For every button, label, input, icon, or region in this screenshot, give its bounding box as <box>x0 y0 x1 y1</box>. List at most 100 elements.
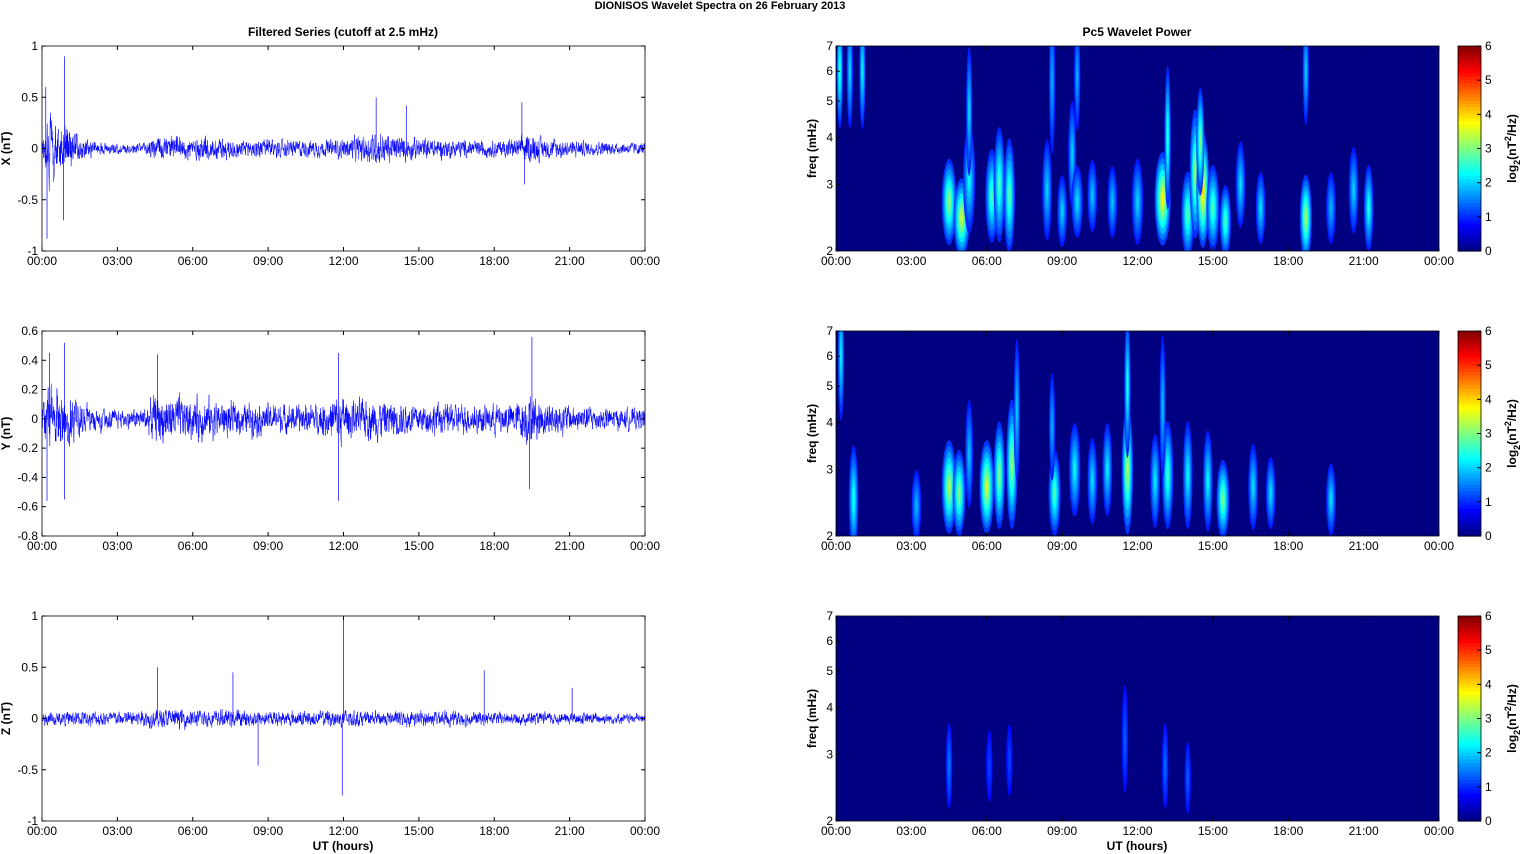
hm-xtick-label: 00:00 <box>1424 254 1454 268</box>
power-blob <box>1330 203 1332 213</box>
colorbar-swatch <box>1458 663 1481 668</box>
colorbar-tick-label: 2 <box>1485 461 1492 475</box>
colorbar-swatch <box>1458 454 1481 459</box>
colorbar-swatch <box>1458 769 1481 774</box>
colorbar-swatch <box>1458 715 1481 720</box>
power-blob <box>1126 461 1129 478</box>
ytick-label: 3 <box>826 748 833 762</box>
colorbar-tick-label: 1 <box>1485 495 1492 509</box>
ytick-label: 4 <box>826 131 833 145</box>
colorbar-swatch <box>1458 780 1481 785</box>
power-blob <box>1352 184 1355 196</box>
ytick-label: 0.2 <box>21 383 38 397</box>
power-blob <box>998 468 1001 482</box>
colorbar-swatch <box>1458 800 1481 805</box>
colorbar-swatch <box>1458 206 1481 211</box>
colorbar-tick-label: 2 <box>1485 176 1492 190</box>
ts-xtick-label: 03:00 <box>102 539 132 553</box>
colorbar-swatch <box>1458 653 1481 658</box>
colorbar-swatch <box>1458 657 1481 662</box>
power-blob <box>968 447 970 461</box>
colorbar-swatch <box>1458 175 1481 180</box>
colorbar-swatch <box>1458 776 1481 781</box>
ytick-label: -0.4 <box>17 470 38 484</box>
hm-xtick-label: 12:00 <box>1122 254 1152 268</box>
power-blob <box>1162 397 1164 416</box>
ts-xtick-label: 12:00 <box>328 254 358 268</box>
colorbar-swatch <box>1458 691 1481 696</box>
colorbar-swatch <box>1458 382 1481 387</box>
colorbar-swatch <box>1458 718 1481 723</box>
ytick-label: 0.5 <box>21 660 38 674</box>
colorbar-swatch <box>1458 667 1481 672</box>
colorbar-swatch <box>1458 464 1481 469</box>
power-blob <box>1076 197 1078 207</box>
colorbar-tick-label: 4 <box>1485 107 1492 121</box>
ytick-label: 7 <box>826 39 833 53</box>
colorbar-swatch <box>1458 783 1481 788</box>
ts-xtick-label: 12:00 <box>328 539 358 553</box>
power-blob <box>1187 773 1189 783</box>
hm-xtick-label: 18:00 <box>1273 539 1303 553</box>
left-xlabel: UT (hours) <box>313 839 374 853</box>
ts-xtick-label: 00:00 <box>27 539 57 553</box>
colorbar-swatch <box>1458 375 1481 380</box>
colorbar-swatch <box>1458 365 1481 370</box>
left-column-title: Filtered Series (cutoff at 2.5 mHz) <box>248 25 438 39</box>
colorbar-swatch <box>1458 512 1481 517</box>
colorbar-swatch <box>1458 619 1481 624</box>
power-blob <box>948 481 950 493</box>
colorbar-swatch <box>1458 616 1481 621</box>
colorbar-swatch <box>1458 474 1481 479</box>
colorbar-swatch <box>1458 684 1481 689</box>
colorbar-swatch <box>1458 158 1481 163</box>
colorbar-swatch <box>1458 216 1481 221</box>
hm-xtick-label: 03:00 <box>896 824 926 838</box>
colorbar-swatch <box>1458 406 1481 411</box>
colorbar-swatch <box>1458 378 1481 383</box>
colorbar-swatch <box>1458 344 1481 349</box>
colorbar-swatch <box>1458 532 1481 537</box>
colorbar-swatch <box>1458 704 1481 709</box>
hm-xtick-label: 12:00 <box>1122 539 1152 553</box>
hm-xtick-label: 18:00 <box>1273 824 1303 838</box>
colorbar-swatch <box>1458 701 1481 706</box>
colorbar-swatch <box>1458 124 1481 129</box>
colorbar-swatch <box>1458 522 1481 527</box>
colorbar-swatch <box>1458 83 1481 88</box>
ts-xtick-label: 03:00 <box>102 254 132 268</box>
colorbar-swatch <box>1458 677 1481 682</box>
colorbar-swatch <box>1458 756 1481 761</box>
colorbar-swatch <box>1458 399 1481 404</box>
colorbar-swatch <box>1458 230 1481 235</box>
power-blob <box>948 760 950 772</box>
colorbar-swatch <box>1458 508 1481 513</box>
power-blob <box>1305 64 1307 78</box>
timeseries-panel-z: 10.50-0.5-100:00 03:00 06:00 09:00 12:00 15:0… <box>0 609 660 838</box>
colorbar-swatch <box>1458 148 1481 153</box>
ytick-label: 4 <box>826 701 833 715</box>
colorbar-swatch <box>1458 49 1481 54</box>
power-blob <box>958 487 960 499</box>
power-blob <box>1008 755 1010 765</box>
power-blob <box>1368 202 1370 214</box>
hm-xtick-label: 00:00 <box>1424 824 1454 838</box>
colorbar-swatch <box>1458 134 1481 139</box>
ytick-label: 3 <box>826 463 833 477</box>
colorbar-swatch <box>1458 97 1481 102</box>
colorbar-swatch <box>1458 354 1481 359</box>
colorbar-swatch <box>1458 786 1481 791</box>
colorbar-swatch <box>1458 670 1481 675</box>
colorbar-swatch <box>1458 233 1481 238</box>
colorbar-swatch <box>1458 495 1481 500</box>
colorbar-swatch <box>1458 172 1481 177</box>
hm-xtick-label: 18:00 <box>1273 254 1303 268</box>
colorbar-swatch <box>1458 810 1481 815</box>
ts-xtick-label: 21:00 <box>555 254 585 268</box>
power-blob <box>948 196 950 208</box>
colorbar-swatch <box>1458 752 1481 757</box>
colorbar-swatch <box>1458 773 1481 778</box>
ytick-label: 2 <box>826 244 833 258</box>
colorbar-swatch <box>1458 721 1481 726</box>
colorbar-swatch <box>1458 165 1481 170</box>
